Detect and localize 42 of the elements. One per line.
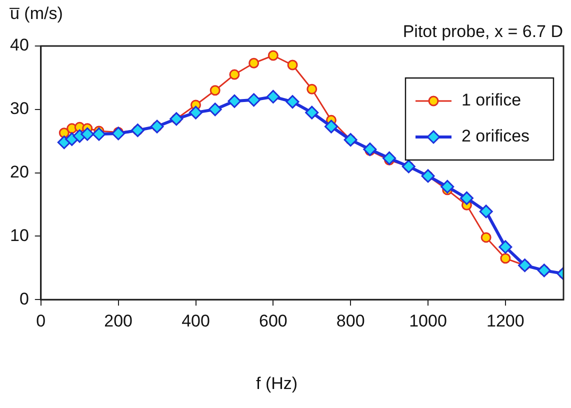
point xyxy=(287,60,298,70)
point xyxy=(324,120,338,134)
x-tick-label: 400 xyxy=(182,311,210,330)
point xyxy=(306,84,318,94)
x-tick-label: 0 xyxy=(36,311,46,330)
x-axis-title: f (Hz) xyxy=(256,374,298,394)
point xyxy=(498,240,512,254)
y-tick-label: 0 xyxy=(19,289,29,308)
point xyxy=(248,58,260,68)
point xyxy=(80,127,94,141)
point xyxy=(382,151,396,165)
point xyxy=(247,93,261,107)
y-tick-label: 10 xyxy=(10,226,29,245)
point xyxy=(480,232,492,243)
y-axis-title: u̅ (m/s) xyxy=(10,4,63,24)
point xyxy=(305,106,319,120)
y-tick-label: 30 xyxy=(10,99,29,118)
text: Pitot probe, x = 6.7 D xyxy=(402,22,563,42)
x-tick-label: 1000 xyxy=(409,311,447,330)
point xyxy=(266,90,280,104)
point xyxy=(229,69,240,80)
y-tick-label: 20 xyxy=(10,162,29,182)
legend-label: 1 orifice xyxy=(462,90,522,110)
point xyxy=(286,95,300,109)
x-tick-label: 600 xyxy=(258,311,288,330)
point xyxy=(112,126,126,140)
point xyxy=(460,191,474,205)
x-tick-label: 200 xyxy=(104,311,133,330)
point xyxy=(210,85,220,96)
x-tick-label: 1200 xyxy=(486,311,524,330)
point xyxy=(228,94,242,108)
point xyxy=(268,50,278,61)
point xyxy=(440,180,454,194)
point xyxy=(479,204,493,218)
legend-label: 2 orifices xyxy=(462,126,530,146)
point xyxy=(92,127,106,141)
y-tick-label: 40 xyxy=(10,36,29,55)
point xyxy=(208,102,222,116)
point xyxy=(363,142,377,156)
point xyxy=(189,106,202,120)
point xyxy=(500,253,511,264)
x-tick-label: 800 xyxy=(336,311,365,330)
